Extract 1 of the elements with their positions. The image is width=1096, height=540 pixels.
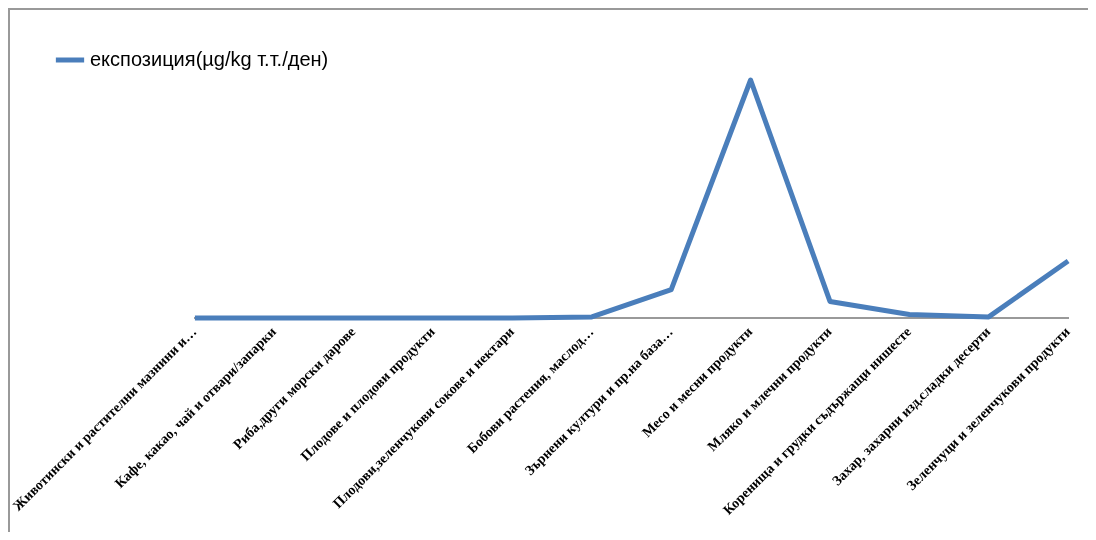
legend-label: експозиция(µg/kg т.т./ден) <box>90 47 329 70</box>
